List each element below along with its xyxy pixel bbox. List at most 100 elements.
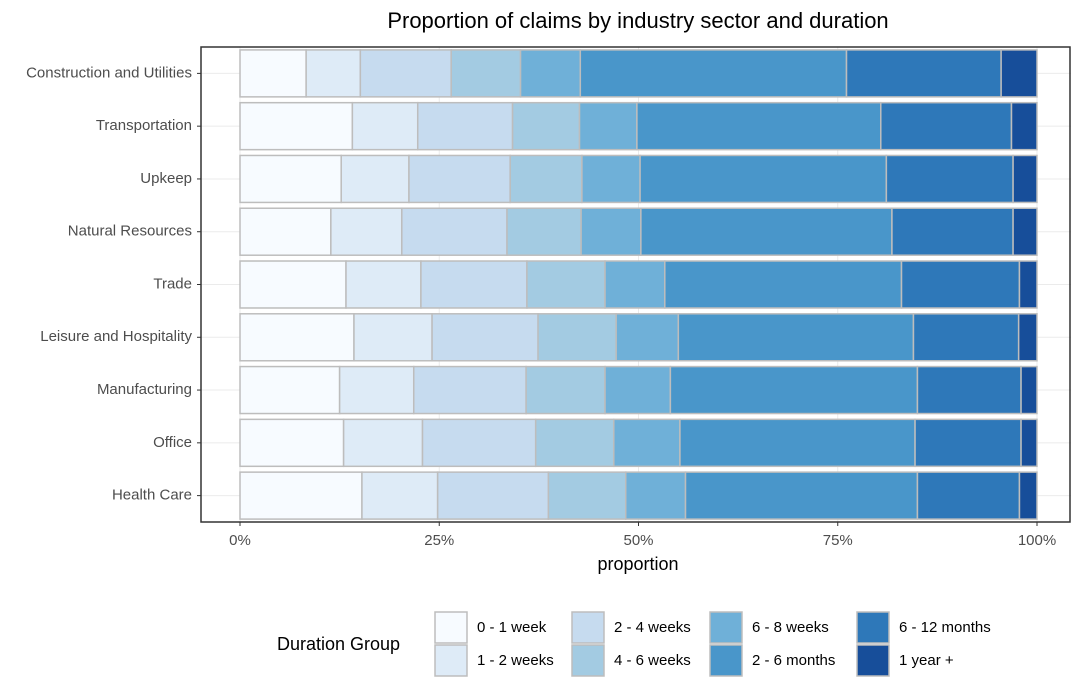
bar-segment [359, 49, 452, 98]
bar-segment [525, 365, 606, 415]
bar-segment [509, 154, 583, 204]
bar-segment [912, 313, 1020, 362]
bar-segment [338, 365, 415, 415]
bar-segment [615, 313, 680, 362]
bar-segment [534, 418, 615, 468]
bar-segment [330, 207, 403, 256]
legend-label: 0 - 1 week [477, 619, 547, 636]
bar-segment [639, 154, 888, 204]
bar-segment [412, 365, 527, 415]
bar-segment [1020, 365, 1038, 415]
legend-label: 4 - 6 weeks [614, 652, 691, 669]
bar-segment [239, 365, 341, 415]
bar-segment [624, 471, 687, 520]
bar-segment [361, 471, 439, 520]
bar-segment [416, 101, 514, 151]
bar-segment [845, 49, 1002, 98]
legend-key [856, 644, 890, 677]
x-tick-label: 25% [424, 532, 454, 549]
bar-segment [916, 365, 1022, 415]
bar-segment [450, 49, 522, 98]
y-tick-label: Leisure and Hospitality [40, 328, 192, 345]
legend-label: 1 year + [899, 652, 954, 669]
legend-key [571, 611, 605, 644]
bar-segment [900, 260, 1021, 309]
legend-key [434, 644, 468, 677]
legend-key [709, 611, 743, 644]
x-axis-label: proportion [597, 554, 678, 574]
y-tick-label: Construction and Utilities [26, 64, 192, 81]
y-tick-label: Natural Resources [68, 223, 192, 240]
bar-segment [1012, 154, 1038, 204]
x-tick-label: 0% [229, 532, 251, 549]
bar-segment [420, 260, 528, 309]
legend-key [709, 644, 743, 677]
y-tick-label: Office [153, 434, 192, 451]
legend-label: 1 - 2 weeks [477, 652, 554, 669]
y-tick-label: Trade [153, 275, 192, 292]
bar-segment [305, 49, 362, 98]
bar-segment [640, 207, 893, 256]
legend-key [856, 611, 890, 644]
legend-label: 6 - 8 weeks [752, 619, 829, 636]
bar-segment [916, 471, 1021, 520]
bar-segment [914, 418, 1022, 468]
bar-segment [353, 313, 433, 362]
bar-segment [340, 154, 410, 204]
bar-segment [578, 101, 638, 151]
bar-segment [604, 260, 666, 309]
bar-segment [580, 207, 642, 256]
bar-segment [1017, 313, 1038, 362]
bar-segment [526, 260, 606, 309]
bar-segment [679, 418, 916, 468]
bar-segment [345, 260, 422, 309]
bar-segment [1000, 49, 1038, 98]
bar-segment [431, 313, 539, 362]
bar-segment [547, 471, 627, 520]
bar-segment [408, 154, 511, 204]
bar-segment [239, 471, 363, 520]
bar-segment [636, 101, 882, 151]
bar-segment [669, 365, 919, 415]
legend-key [571, 644, 605, 677]
bar-segment [506, 207, 582, 256]
y-tick-label: Transportation [96, 117, 192, 134]
bar-segment [511, 101, 581, 151]
bar-segment [239, 101, 354, 151]
x-tick-label: 50% [623, 532, 653, 549]
x-tick-label: 75% [823, 532, 853, 549]
x-tick-label: 100% [1018, 532, 1056, 549]
bar-segment [664, 260, 903, 309]
bar-segment [239, 207, 332, 256]
bar-segment [613, 418, 681, 468]
bar-segment [342, 418, 424, 468]
bar-segment [684, 471, 919, 520]
bar-segment [239, 313, 355, 362]
y-tick-label: Health Care [112, 487, 192, 504]
bar-segment [1012, 207, 1038, 256]
bar-segment [239, 154, 342, 204]
y-tick-label: Upkeep [140, 170, 192, 187]
legend-label: 6 - 12 months [899, 619, 991, 636]
bar-segment [1018, 471, 1038, 520]
bar-segment [239, 418, 345, 468]
legend-title: Duration Group [277, 634, 400, 654]
bar-segment [581, 154, 641, 204]
bar-segment [604, 365, 672, 415]
legend-key [434, 611, 468, 644]
chart-title: Proportion of claims by industry sector … [387, 8, 888, 33]
bar-segment [239, 49, 307, 98]
bar-segment [885, 154, 1014, 204]
bar-segment [880, 101, 1013, 151]
bar-segment [436, 471, 550, 520]
bar-segment [677, 313, 915, 362]
bar-segment [1018, 260, 1038, 309]
bar-segment [1010, 101, 1038, 151]
y-tick-label: Manufacturing [97, 381, 192, 398]
bar-segment [401, 207, 508, 256]
legend-label: 2 - 4 weeks [614, 619, 691, 636]
bar-segment [239, 260, 347, 309]
bar-segment [891, 207, 1014, 256]
